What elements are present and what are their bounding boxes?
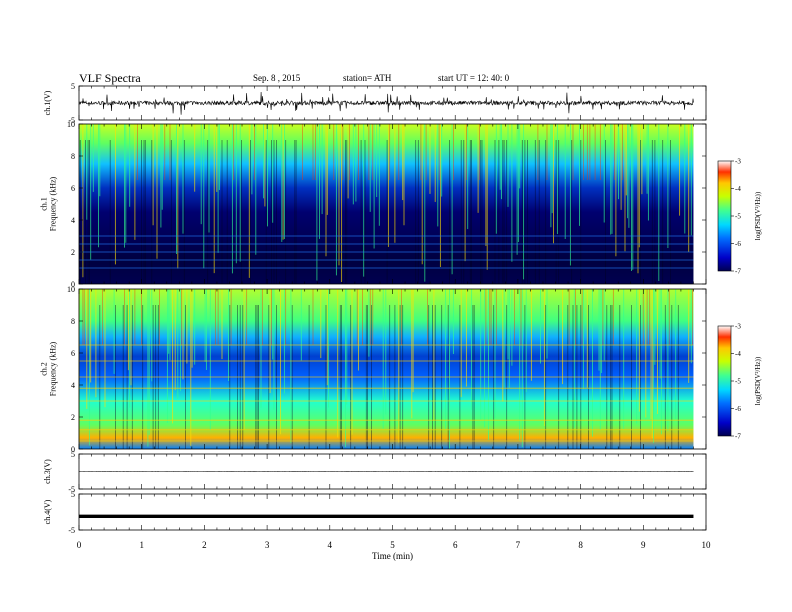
y-axis-label: ch.1: [40, 197, 49, 211]
ch1-spectrogram-panel: 0 2 4 6 8 10 ch.1 Frequency (kHz) -3 -4 -5 -6 -7 log(…: [40, 120, 763, 289]
y-axis-label: Frequency (kHz): [49, 176, 58, 231]
y-tick-label: 8: [71, 317, 75, 326]
ch2-spectrogram-panel: 0 2 4 6 8 10 ch.2 Frequency (kHz) -3 -4 -5 -6 -7 log(…: [40, 285, 763, 454]
y-tick-label: 5: [71, 82, 75, 91]
x-tick-label: 10: [702, 540, 712, 550]
x-tick-label: 9: [641, 540, 646, 550]
colorbar-tick-label: -7: [735, 433, 741, 441]
x-tick-label: 0: [77, 540, 82, 550]
y-axis-label: ch.4(V): [43, 499, 52, 524]
colorbar-tick-label: -6: [735, 240, 741, 248]
colorbar-label: log(PSD(V²/Hz)): [754, 191, 762, 240]
colorbar-tick-label: -5: [735, 213, 741, 221]
colorbar-tick-label: -4: [735, 185, 741, 193]
y-tick-label: 5: [71, 490, 75, 499]
y-tick-label: 0: [71, 445, 75, 454]
y-tick-label: 8: [71, 152, 75, 161]
ch3-waveform-panel: 5 -5 ch.3(V): [43, 450, 707, 494]
y-tick-label: 10: [67, 120, 75, 129]
x-tick-label: 8: [578, 540, 583, 550]
y-tick-label: -5: [68, 116, 75, 125]
y-tick-label: 4: [71, 381, 75, 390]
y-tick-label: 5: [71, 450, 75, 459]
y-axis-label: ch.1(V): [43, 90, 52, 115]
x-tick-label: 7: [516, 540, 521, 550]
x-tick-label: 6: [453, 540, 458, 550]
ch1-waveform-panel: 5 -5 ch.1(V): [43, 82, 707, 125]
y-tick-label: 6: [71, 184, 75, 193]
y-tick-label: 10: [67, 285, 75, 294]
x-tick-label: 4: [328, 540, 333, 550]
date-label: Sep. 8 , 2015: [253, 73, 301, 83]
colorbar-tick-label: -7: [735, 268, 741, 276]
y-axis-label: Frequency (kHz): [49, 341, 58, 396]
y-tick-label: 4: [71, 216, 75, 225]
start-time-label: start UT = 12: 40: 0: [438, 73, 510, 83]
colorbar: [717, 160, 732, 272]
x-tick-label: 2: [202, 540, 207, 550]
y-tick-label: 2: [71, 413, 75, 422]
y-tick-label: 6: [71, 349, 75, 358]
spectrogram-background: [79, 124, 694, 284]
x-tick-label: 5: [390, 540, 395, 550]
station-label: station= ATH: [343, 73, 392, 83]
colorbar-tick-label: -5: [735, 378, 741, 386]
y-axis-label: ch.2: [40, 362, 49, 376]
ch1-trace: [78, 91, 694, 115]
y-tick-label: 2: [71, 248, 75, 257]
figure-title: VLF Spectra: [79, 71, 141, 85]
colorbar-tick-label: -3: [735, 323, 741, 331]
x-tick-label: 3: [265, 540, 270, 550]
x-axis-label: Time (min): [372, 551, 413, 561]
time-axis: 0 1 2 3 4 5 6 7 8 9 10 Time (min): [77, 540, 711, 561]
colorbar: [717, 325, 732, 437]
y-tick-label: -5: [68, 526, 75, 535]
colorbar-tick-label: -4: [735, 350, 741, 358]
ch4-waveform-panel: 5 -5 ch.4(V): [43, 490, 707, 535]
panel-frame: [78, 493, 707, 531]
y-tick-label: 0: [71, 280, 75, 289]
colorbar-label: log(PSD(V²/Hz)): [754, 356, 762, 405]
y-tick-label: -5: [68, 485, 75, 494]
colorbar-tick-label: -3: [735, 158, 741, 166]
colorbar-tick-label: -6: [735, 405, 741, 413]
y-axis-label: ch.3(V): [43, 459, 52, 484]
x-tick-label: 1: [139, 540, 144, 550]
